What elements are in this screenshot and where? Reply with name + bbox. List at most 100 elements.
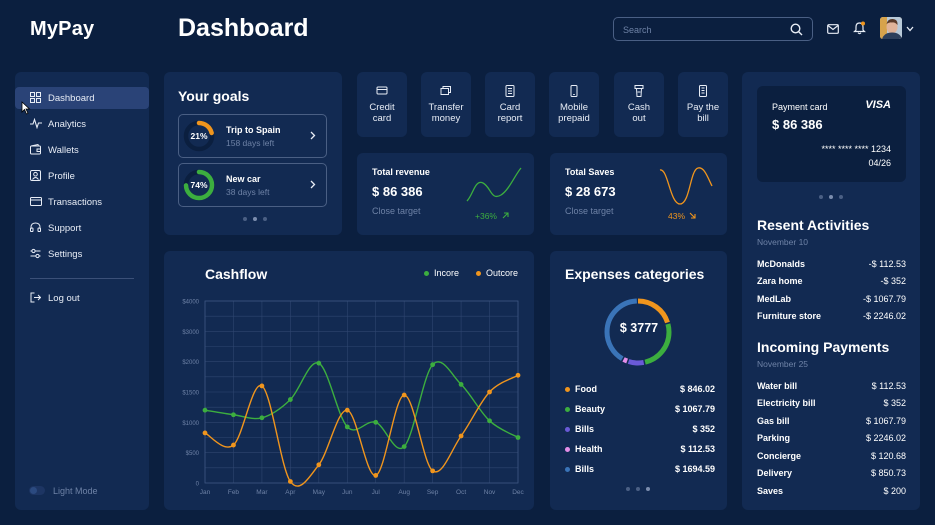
activity-row[interactable]: Zara home -$ 352 [757, 276, 906, 288]
data-point[interactable] [487, 389, 492, 395]
light-mode-toggle[interactable] [29, 486, 45, 495]
x-tick-label: Jun [342, 489, 353, 496]
total-saves-card[interactable]: Total Saves $ 28 673 Close target 43% [550, 153, 727, 235]
data-point[interactable] [430, 362, 436, 368]
data-point[interactable] [231, 412, 236, 418]
data-point[interactable] [202, 430, 208, 436]
app-logo[interactable]: MyPay [30, 18, 95, 40]
expenses-pagination[interactable] [626, 487, 650, 491]
data-point[interactable] [373, 419, 379, 425]
quick-action-transfer-money[interactable]: Transfer money [421, 72, 471, 137]
quick-action-cash-out[interactable]: Cash out [614, 72, 664, 137]
data-point[interactable] [401, 444, 407, 449]
incoming-row[interactable]: Saves $ 200 [757, 486, 906, 498]
page-dot[interactable] [626, 487, 630, 491]
incoming-row[interactable]: Concierge $ 120.68 [757, 451, 906, 463]
search-input[interactable] [623, 22, 783, 37]
sidebar-item-wallets[interactable]: Wallets [15, 139, 149, 161]
quick-action-credit-card[interactable]: Credit card [357, 72, 407, 137]
data-point[interactable] [316, 360, 322, 366]
chevron-down-icon[interactable] [906, 26, 914, 32]
expense-row[interactable]: Bills $ 352 [565, 424, 715, 436]
expense-row[interactable]: Food $ 846.02 [565, 384, 715, 396]
legend-item-outcore[interactable]: Outcore [476, 268, 518, 278]
activity-row[interactable]: Furniture store -$ 2246.02 [757, 311, 906, 323]
data-point[interactable] [316, 462, 322, 468]
page-dot[interactable] [243, 217, 247, 221]
incoming-row[interactable]: Electricity bill $ 352 [757, 398, 906, 410]
quick-action-pay-the-bill[interactable]: Pay the bill [678, 72, 728, 137]
page-dot[interactable] [839, 195, 843, 199]
sidebar-item-support[interactable]: Support [15, 217, 149, 239]
sidebar-item-profile[interactable]: Profile [15, 165, 149, 187]
incoming-row[interactable]: Gas bill $ 1067.79 [757, 416, 906, 428]
sidebar-item-transactions[interactable]: Transactions [15, 191, 149, 213]
data-point[interactable] [344, 424, 350, 430]
goal-days-left: 158 days left [226, 138, 275, 148]
card-pagination[interactable] [819, 195, 843, 199]
data-point[interactable] [487, 418, 492, 424]
chevron-right-icon[interactable] [310, 180, 316, 189]
data-point[interactable] [373, 473, 379, 478]
total-revenue-card[interactable]: Total revenue $ 86 386 Close target +36% [357, 153, 534, 235]
mail-icon[interactable] [827, 24, 839, 34]
page-dot[interactable] [829, 195, 833, 199]
expense-row[interactable]: Health $ 112.53 [565, 444, 715, 456]
activity-row[interactable]: MedLab -$ 1067.79 [757, 294, 906, 306]
data-point[interactable] [202, 407, 208, 413]
expense-row[interactable]: Beauty $ 1067.79 [565, 404, 715, 416]
expense-color-dot [565, 447, 570, 452]
data-point[interactable] [401, 392, 407, 398]
payment-card[interactable]: Payment card VISA $ 86 386 **** **** ***… [757, 86, 906, 182]
data-point[interactable] [259, 383, 265, 389]
donut-segment[interactable] [604, 298, 672, 366]
incoming-row[interactable]: Parking $ 2246.02 [757, 433, 906, 445]
donut-segment[interactable] [604, 298, 672, 366]
x-tick-label: Jan [200, 489, 211, 496]
data-point[interactable] [287, 397, 293, 402]
bell-icon[interactable] [853, 21, 866, 35]
data-point[interactable] [458, 382, 464, 387]
page-dot[interactable] [819, 195, 823, 199]
legend-label: Outcore [486, 268, 519, 278]
saves-target: Close target [565, 206, 614, 216]
expense-row[interactable]: Bills $ 1694.59 [565, 464, 715, 476]
avatar[interactable] [880, 17, 902, 39]
donut-segment[interactable] [604, 298, 672, 366]
incoming-row[interactable]: Delivery $ 850.73 [757, 468, 906, 480]
search-box[interactable] [613, 17, 813, 41]
goal-item-car[interactable]: 74% New car 38 days left [178, 163, 327, 207]
data-point[interactable] [430, 468, 436, 474]
incoming-row[interactable]: Water bill $ 112.53 [757, 381, 906, 393]
legend-item-incore[interactable]: Incore [424, 268, 459, 278]
goals-pagination[interactable] [243, 217, 267, 221]
data-point[interactable] [515, 372, 521, 378]
sidebar-item-analytics[interactable]: Analytics [15, 113, 149, 135]
activity-row[interactable]: McDonalds -$ 112.53 [757, 259, 906, 271]
revenue-change: +36% [475, 211, 497, 221]
data-point[interactable] [287, 479, 293, 484]
quick-action-mobile-prepaid[interactable]: Mobile prepaid [549, 72, 599, 137]
donut-segment[interactable] [604, 298, 672, 366]
data-point[interactable] [458, 433, 464, 439]
chevron-right-icon[interactable] [310, 131, 316, 140]
page-dot[interactable] [263, 217, 267, 221]
logout-button[interactable]: Log out [15, 287, 149, 309]
sidebar-item-label: Transactions [48, 197, 103, 208]
data-point[interactable] [515, 435, 521, 440]
quick-action-card-report[interactable]: Card report [485, 72, 535, 137]
sidebar-item-settings[interactable]: Settings [15, 243, 149, 265]
sidebar-item-dashboard[interactable]: Dashboard [15, 87, 149, 109]
data-point[interactable] [231, 442, 236, 448]
search-icon[interactable] [790, 23, 803, 36]
page-dot[interactable] [253, 217, 257, 221]
payment-card-expiry: 04/26 [868, 158, 891, 168]
data-point[interactable] [259, 415, 265, 421]
credit-card-icon [376, 86, 388, 95]
activity-value: -$ 112.53 [868, 259, 906, 269]
data-point[interactable] [344, 407, 350, 413]
page-dot[interactable] [636, 487, 640, 491]
goal-item-trip[interactable]: 21% Trip to Spain 158 days left [178, 114, 327, 158]
page-dot[interactable] [646, 487, 650, 491]
expense-color-dot [565, 427, 570, 432]
